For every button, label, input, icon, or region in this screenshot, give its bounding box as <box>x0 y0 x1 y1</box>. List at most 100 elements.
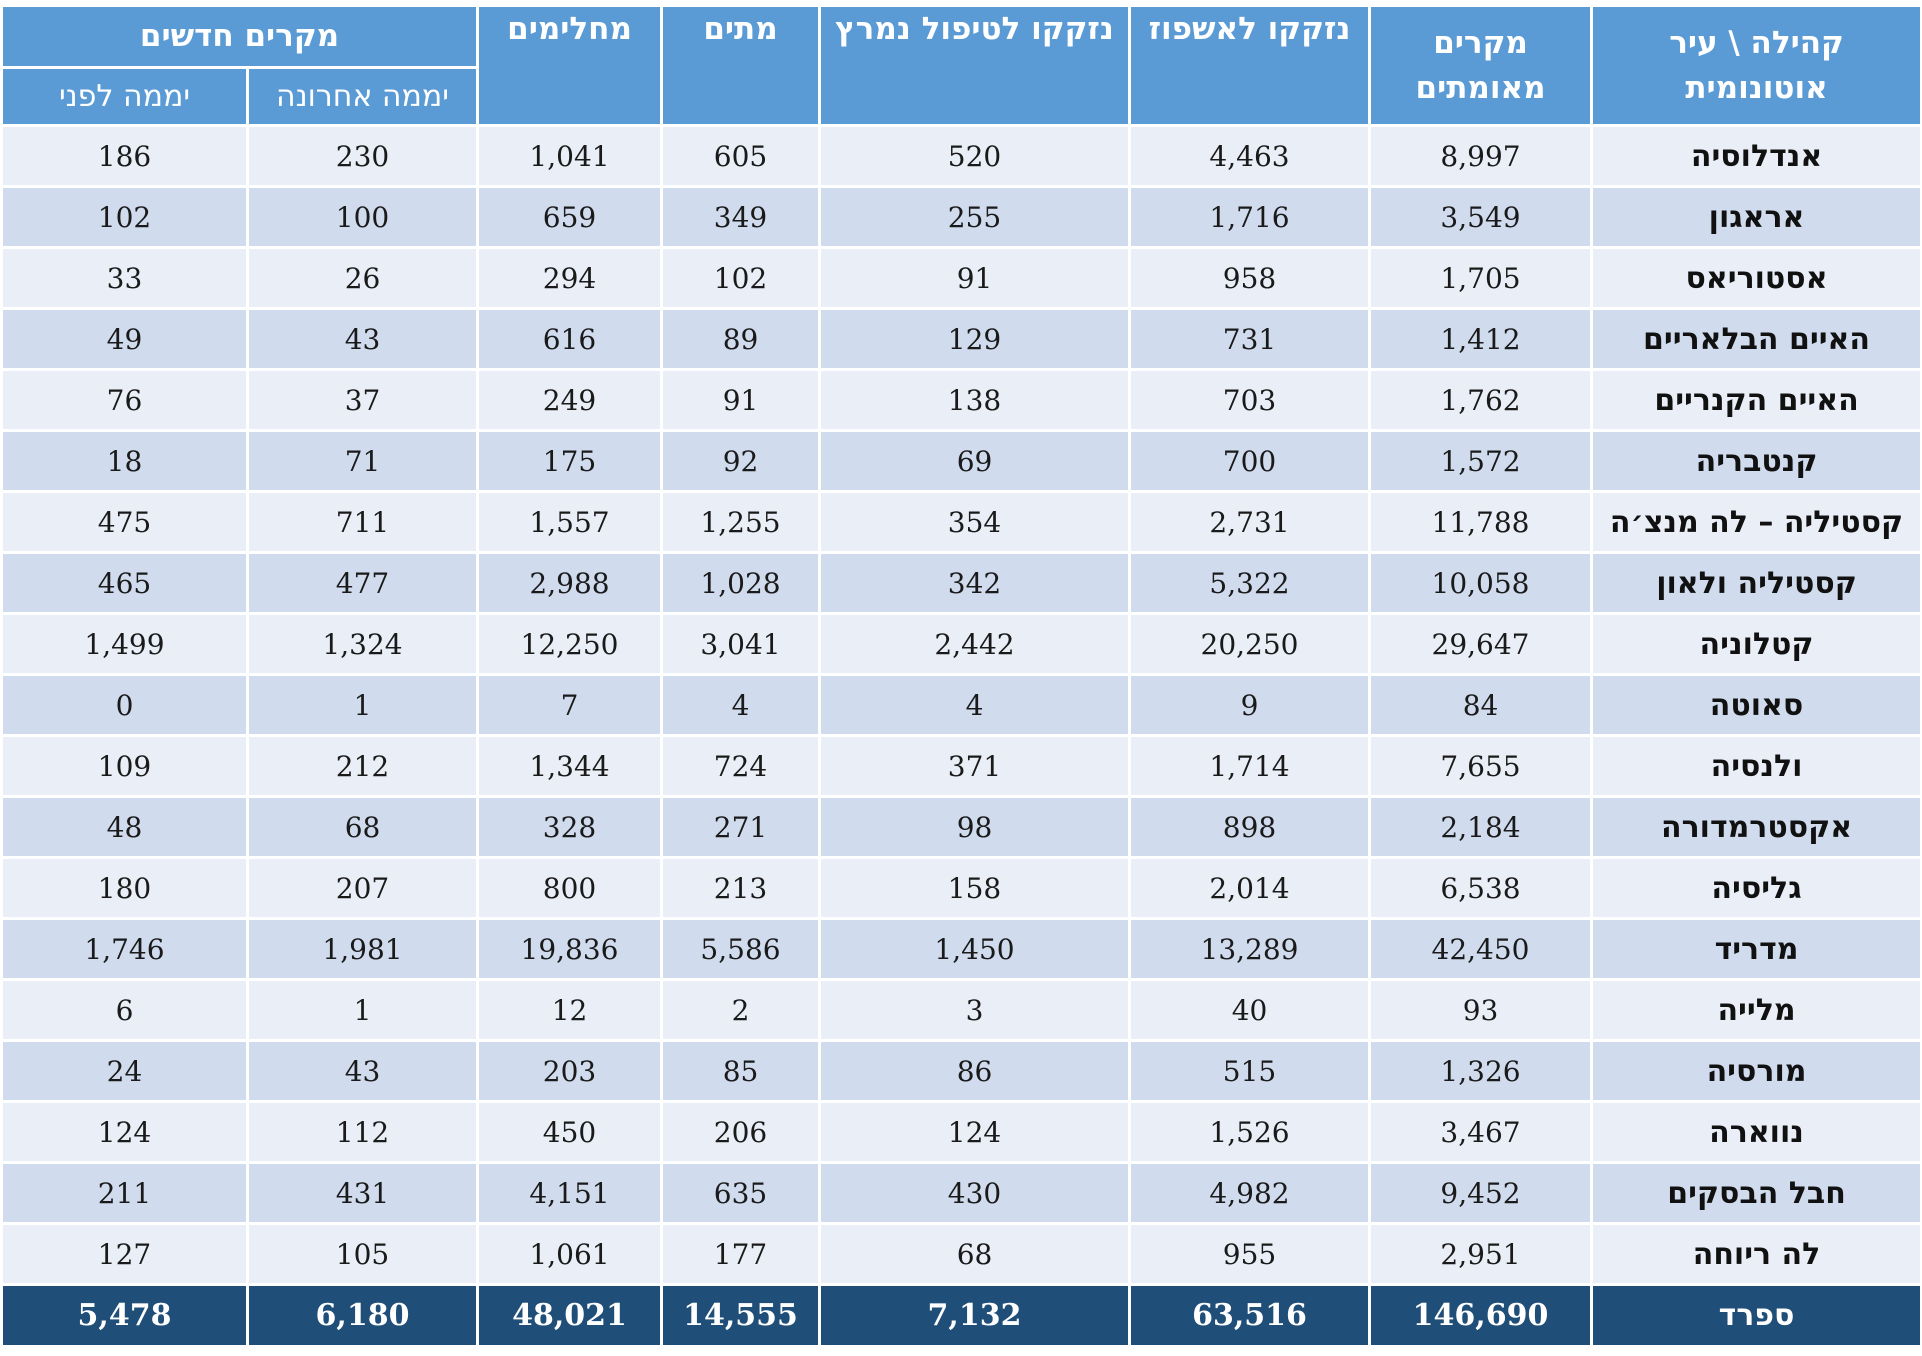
cell-deaths: 102 <box>660 246 822 310</box>
cell-day-before: 180 <box>0 856 249 920</box>
cell-icu: 255 <box>818 185 1132 249</box>
cell-deaths: 89 <box>660 307 822 371</box>
table-row: 465 477 2,988 1,028 342 5,322 10,058 קסטיליה ול… <box>0 551 1922 615</box>
cell-day-before: 465 <box>0 551 249 615</box>
cell-icu: 98 <box>818 795 1132 859</box>
cell-hospitalized: 958 <box>1128 246 1372 310</box>
header-last-day: יממה אחרונה <box>245 66 480 127</box>
cell-last-day: 1 <box>245 978 480 1042</box>
cell-hospitalized: 955 <box>1128 1222 1372 1286</box>
cell-community-name: קטלוניה <box>1590 612 1922 676</box>
cell-community-name: מלייה <box>1590 978 1922 1042</box>
cell-last-day: 100 <box>245 185 480 249</box>
cell-deaths: 605 <box>660 124 822 188</box>
cell-icu: 4 <box>818 673 1132 737</box>
cell-deaths: 3,041 <box>660 612 822 676</box>
cell-last-day: 26 <box>245 246 480 310</box>
cell-confirmed: 1,412 <box>1368 307 1594 371</box>
cell-hospitalized: 20,250 <box>1128 612 1372 676</box>
cell-day-before: 1,746 <box>0 917 249 981</box>
cell-community-name: ולנסיה <box>1590 734 1922 798</box>
cell-hospitalized: 1,716 <box>1128 185 1372 249</box>
cell-icu: 86 <box>818 1039 1132 1103</box>
cell-icu: 2,442 <box>818 612 1132 676</box>
table-row: 211 431 4,151 635 430 4,982 9,452 חבל הבסקים <box>0 1161 1922 1225</box>
table-body: 186 230 1,041 605 520 4,463 8,997 אנדלוסיה 102 10… <box>0 124 1922 1286</box>
cell-last-day: 1,981 <box>245 917 480 981</box>
cell-deaths: 85 <box>660 1039 822 1103</box>
cell-recovered: 175 <box>476 429 664 493</box>
cell-icu: 69 <box>818 429 1132 493</box>
cell-confirmed: 1,326 <box>1368 1039 1594 1103</box>
cell-confirmed: 10,058 <box>1368 551 1594 615</box>
cell-icu: 371 <box>818 734 1132 798</box>
header-confirmed: מקרים מאומתים <box>1368 4 1594 127</box>
cell-hospitalized: 13,289 <box>1128 917 1372 981</box>
cell-icu: 124 <box>818 1100 1132 1164</box>
table-row: 49 43 616 89 129 731 1,412 האיים הבלאריים <box>0 307 1922 371</box>
table-row: 475 711 1,557 1,255 354 2,731 11,788 קסטיליה – … <box>0 490 1922 554</box>
table-row: 24 43 203 85 86 515 1,326 מורסיה <box>0 1039 1922 1103</box>
cell-hospitalized: 4,463 <box>1128 124 1372 188</box>
cell-hospitalized: 1,526 <box>1128 1100 1372 1164</box>
cell-recovered: 203 <box>476 1039 664 1103</box>
cell-hospitalized: 515 <box>1128 1039 1372 1103</box>
cell-day-before: 48 <box>0 795 249 859</box>
cell-community-name: האיים הבלאריים <box>1590 307 1922 371</box>
cell-recovered: 800 <box>476 856 664 920</box>
cell-hospitalized: 9 <box>1128 673 1372 737</box>
cell-deaths: 4 <box>660 673 822 737</box>
table-row: 102 100 659 349 255 1,716 3,549 אראגון <box>0 185 1922 249</box>
header-icu: נזקקו לטיפול נמרץ <box>818 4 1132 127</box>
cell-day-before: 0 <box>0 673 249 737</box>
cell-hospitalized: 4,982 <box>1128 1161 1372 1225</box>
cell-icu: 342 <box>818 551 1132 615</box>
table-row: 33 26 294 102 91 958 1,705 אסטוריאס <box>0 246 1922 310</box>
cell-recovered: 7 <box>476 673 664 737</box>
cell-day-before: 76 <box>0 368 249 432</box>
cell-hospitalized: 5,322 <box>1128 551 1372 615</box>
cell-recovered: 249 <box>476 368 664 432</box>
cell-last-day: 1 <box>245 673 480 737</box>
header-new-cases: מקרים חדשים <box>0 4 480 69</box>
cell-confirmed: 1,705 <box>1368 246 1594 310</box>
cell-hospitalized: 700 <box>1128 429 1372 493</box>
cell-community-name: לה ריוחה <box>1590 1222 1922 1286</box>
cell-recovered: 1,061 <box>476 1222 664 1286</box>
total-confirmed: 146,690 <box>1368 1283 1594 1348</box>
cell-deaths: 2 <box>660 978 822 1042</box>
table-row: 124 112 450 206 124 1,526 3,467 נווארה <box>0 1100 1922 1164</box>
cell-icu: 354 <box>818 490 1132 554</box>
cell-day-before: 109 <box>0 734 249 798</box>
total-icu: 7,132 <box>818 1283 1132 1348</box>
cell-icu: 138 <box>818 368 1132 432</box>
cell-hospitalized: 2,014 <box>1128 856 1372 920</box>
cell-community-name: אסטוריאס <box>1590 246 1922 310</box>
cell-day-before: 49 <box>0 307 249 371</box>
cell-deaths: 91 <box>660 368 822 432</box>
cell-community-name: קסטיליה ולאון <box>1590 551 1922 615</box>
cell-deaths: 724 <box>660 734 822 798</box>
cell-community-name: אראגון <box>1590 185 1922 249</box>
cell-day-before: 186 <box>0 124 249 188</box>
cell-recovered: 12,250 <box>476 612 664 676</box>
cell-confirmed: 6,538 <box>1368 856 1594 920</box>
cell-deaths: 271 <box>660 795 822 859</box>
cell-hospitalized: 1,714 <box>1128 734 1372 798</box>
cell-confirmed: 1,762 <box>1368 368 1594 432</box>
cell-confirmed: 84 <box>1368 673 1594 737</box>
cell-confirmed: 42,450 <box>1368 917 1594 981</box>
cell-recovered: 294 <box>476 246 664 310</box>
table-row: 18 71 175 92 69 700 1,572 קנטבריה <box>0 429 1922 493</box>
cell-deaths: 5,586 <box>660 917 822 981</box>
header-day-before: יממה לפני <box>0 66 249 127</box>
cell-confirmed: 9,452 <box>1368 1161 1594 1225</box>
cell-day-before: 211 <box>0 1161 249 1225</box>
cell-last-day: 212 <box>245 734 480 798</box>
cell-confirmed: 3,467 <box>1368 1100 1594 1164</box>
cell-deaths: 1,028 <box>660 551 822 615</box>
cell-icu: 1,450 <box>818 917 1132 981</box>
cell-community-name: אנדלוסיה <box>1590 124 1922 188</box>
cell-day-before: 18 <box>0 429 249 493</box>
cell-icu: 158 <box>818 856 1132 920</box>
